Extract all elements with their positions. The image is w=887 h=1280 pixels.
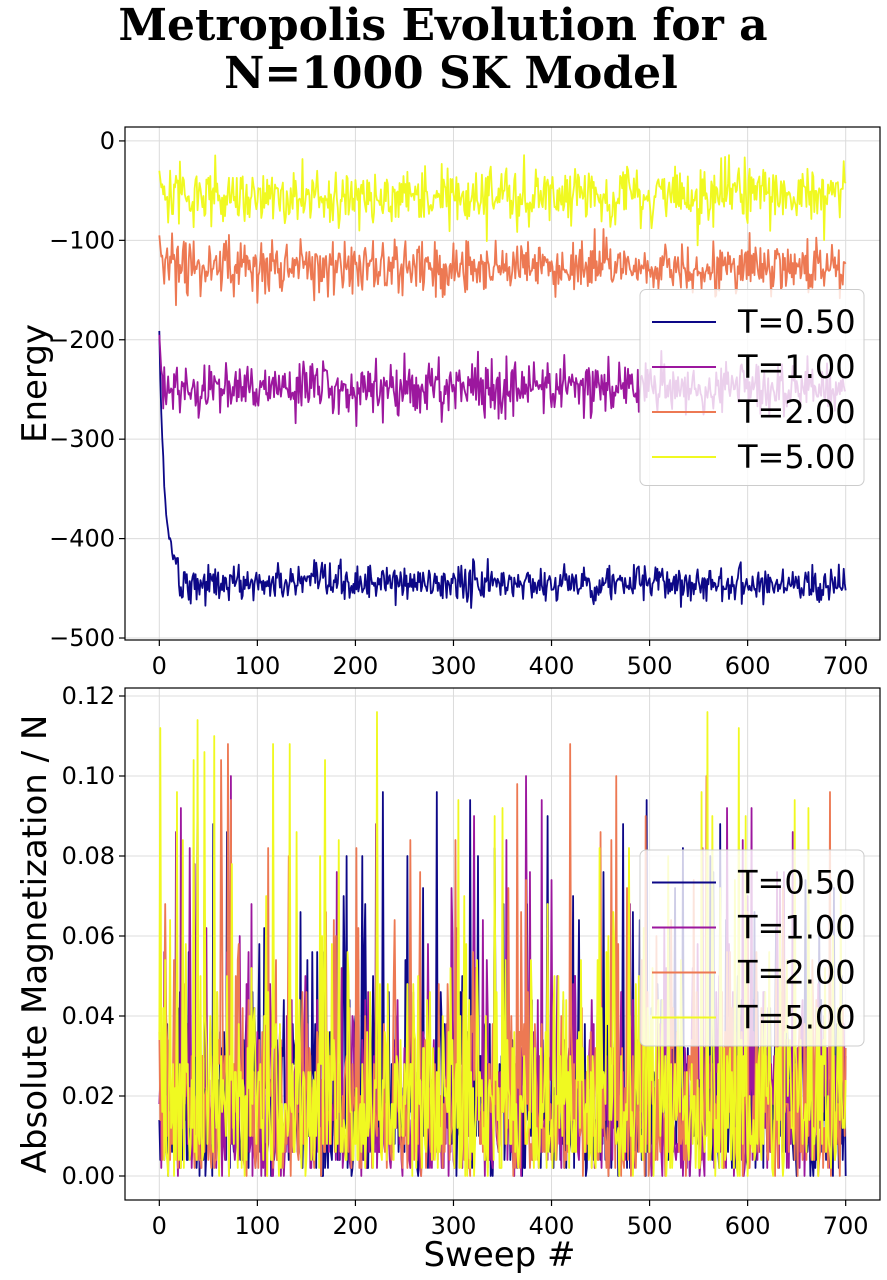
x-tick-label: 200 — [333, 652, 379, 680]
series-line-t-5-00 — [158, 711, 847, 1177]
x-tick-label: 700 — [823, 652, 869, 680]
magnetization-panel: 0 100 200 300 400 500 600 700 0.00 0.02 0.04 0.06 0.… — [15, 682, 881, 1275]
series-group — [158, 154, 847, 609]
x-tick-label: 0 — [152, 1212, 167, 1240]
series-line-t-5-00 — [158, 154, 847, 247]
y-tick-label: −200 — [49, 326, 115, 354]
legend-label: T=1.00 — [737, 348, 856, 386]
legend-label: T=5.00 — [737, 438, 856, 476]
series-group — [158, 711, 847, 1177]
legend-label: T=0.50 — [737, 303, 856, 341]
legend: T=0.50 T=1.00 T=2.00 T=5.00 — [639, 289, 865, 486]
y-tick-label: 0.04 — [62, 1002, 115, 1030]
legend: T=0.50 T=1.00 T=2.00 T=5.00 — [639, 849, 865, 1047]
y-axis-label: Absolute Magnetization / N — [15, 715, 55, 1174]
y-tick-label: −500 — [49, 624, 115, 652]
legend-label: T=2.00 — [737, 393, 856, 431]
x-tick-label: 400 — [529, 1212, 575, 1240]
legend-label: T=1.00 — [737, 909, 856, 947]
x-tick-label: 300 — [431, 1212, 477, 1240]
x-tick-label: 600 — [725, 652, 771, 680]
y-tick-label: 0.02 — [62, 1082, 115, 1110]
y-axis-label: Energy — [15, 324, 55, 443]
series-line-t-2-00 — [158, 228, 847, 307]
x-tick-label: 500 — [627, 1212, 673, 1240]
legend-label: T=5.00 — [737, 999, 856, 1037]
y-tick-label: 0 — [100, 127, 115, 155]
x-tick-label: 300 — [431, 652, 477, 680]
x-tick-label: 200 — [333, 1212, 379, 1240]
y-tick-label: −300 — [49, 425, 115, 453]
series-line-t-0-50 — [158, 330, 847, 609]
figure-title-line-1: Metropolis Evolution for a — [118, 0, 767, 51]
y-tick-label: 0.08 — [62, 842, 115, 870]
energy-panel: 0 100 200 300 400 500 600 700 0 −100 −200 −300 −400 −… — [15, 126, 881, 680]
x-tick-label: 400 — [529, 652, 575, 680]
x-tick-label: 700 — [823, 1212, 869, 1240]
x-tick-label: 100 — [234, 1212, 280, 1240]
y-tick-label: −400 — [49, 525, 115, 553]
legend-label: T=2.00 — [737, 954, 856, 992]
y-tick-label: 0.06 — [62, 922, 115, 950]
y-tick-label: 0.00 — [62, 1162, 115, 1190]
x-axis-label: Sweep # — [423, 1235, 575, 1275]
axes-frame — [124, 126, 881, 641]
y-tick-label: 0.10 — [62, 762, 115, 790]
x-tick-label: 100 — [234, 652, 280, 680]
legend-label: T=0.50 — [737, 864, 856, 902]
axes-frame — [124, 687, 881, 1201]
y-tick-label: −100 — [49, 226, 115, 254]
x-tick-label: 500 — [627, 652, 673, 680]
y-tick-label: 0.12 — [62, 682, 115, 710]
x-tick-label: 600 — [725, 1212, 771, 1240]
figure-title-line-2: N=1000 SK Model — [224, 48, 678, 99]
x-tick-label: 0 — [152, 652, 167, 680]
